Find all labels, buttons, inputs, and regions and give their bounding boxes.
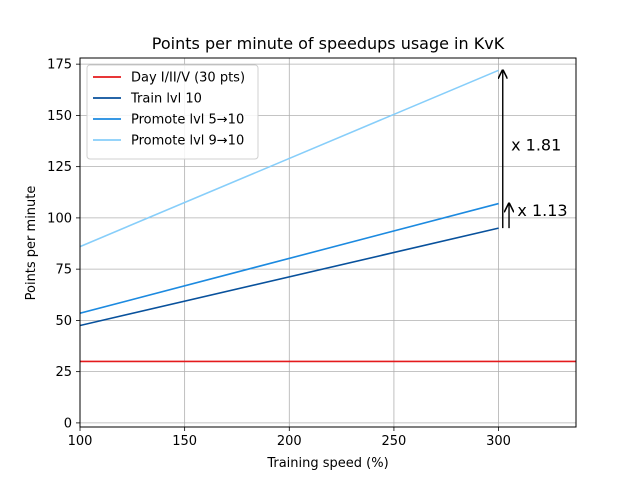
ticks: 100 150 200 250 300 0 25 50 75 100 125 150 175 xyxy=(47,58,511,449)
x-tick-label: 300 xyxy=(486,434,511,449)
legend-box xyxy=(86,64,259,160)
x-tick-label: 100 xyxy=(68,434,93,449)
chart-title: Points per minute of speedups usage in K… xyxy=(152,34,505,53)
legend-label: Promote lvl 5→10 xyxy=(131,113,244,128)
y-tick-label: 175 xyxy=(47,58,72,73)
series-line xyxy=(80,69,499,248)
series-group xyxy=(80,69,576,363)
y-tick-label: 0 xyxy=(64,416,72,431)
y-tick-label: 125 xyxy=(47,160,72,175)
annotation-label: x 1.81 xyxy=(511,135,561,154)
y-tick-label: 100 xyxy=(47,211,72,226)
y-axis-title: Points per minute xyxy=(24,186,39,301)
legend-label: Day I/II/V (30 pts) xyxy=(131,71,245,86)
x-tick-label: 150 xyxy=(172,434,197,449)
x-tick-label: 200 xyxy=(277,434,302,449)
annotations: x 1.81 x 1.13 xyxy=(503,70,568,229)
y-tick-label: 50 xyxy=(55,314,72,329)
y-tick-label: 75 xyxy=(55,263,72,278)
series-line xyxy=(80,202,499,314)
x-tick-label: 250 xyxy=(382,434,407,449)
plot-frame xyxy=(79,57,577,428)
legend-label: Train lvl 10 xyxy=(130,92,202,107)
annotation-label: x 1.13 xyxy=(517,201,567,220)
legend-label: Promote lvl 9→10 xyxy=(131,134,244,149)
x-axis-title: Training speed (%) xyxy=(266,456,388,471)
series-line xyxy=(80,227,499,327)
y-tick-label: 150 xyxy=(47,109,72,124)
y-tick-label: 25 xyxy=(55,365,72,380)
legend: Day I/II/V (30 pts) Train lvl 10 Promote l… xyxy=(86,64,259,160)
